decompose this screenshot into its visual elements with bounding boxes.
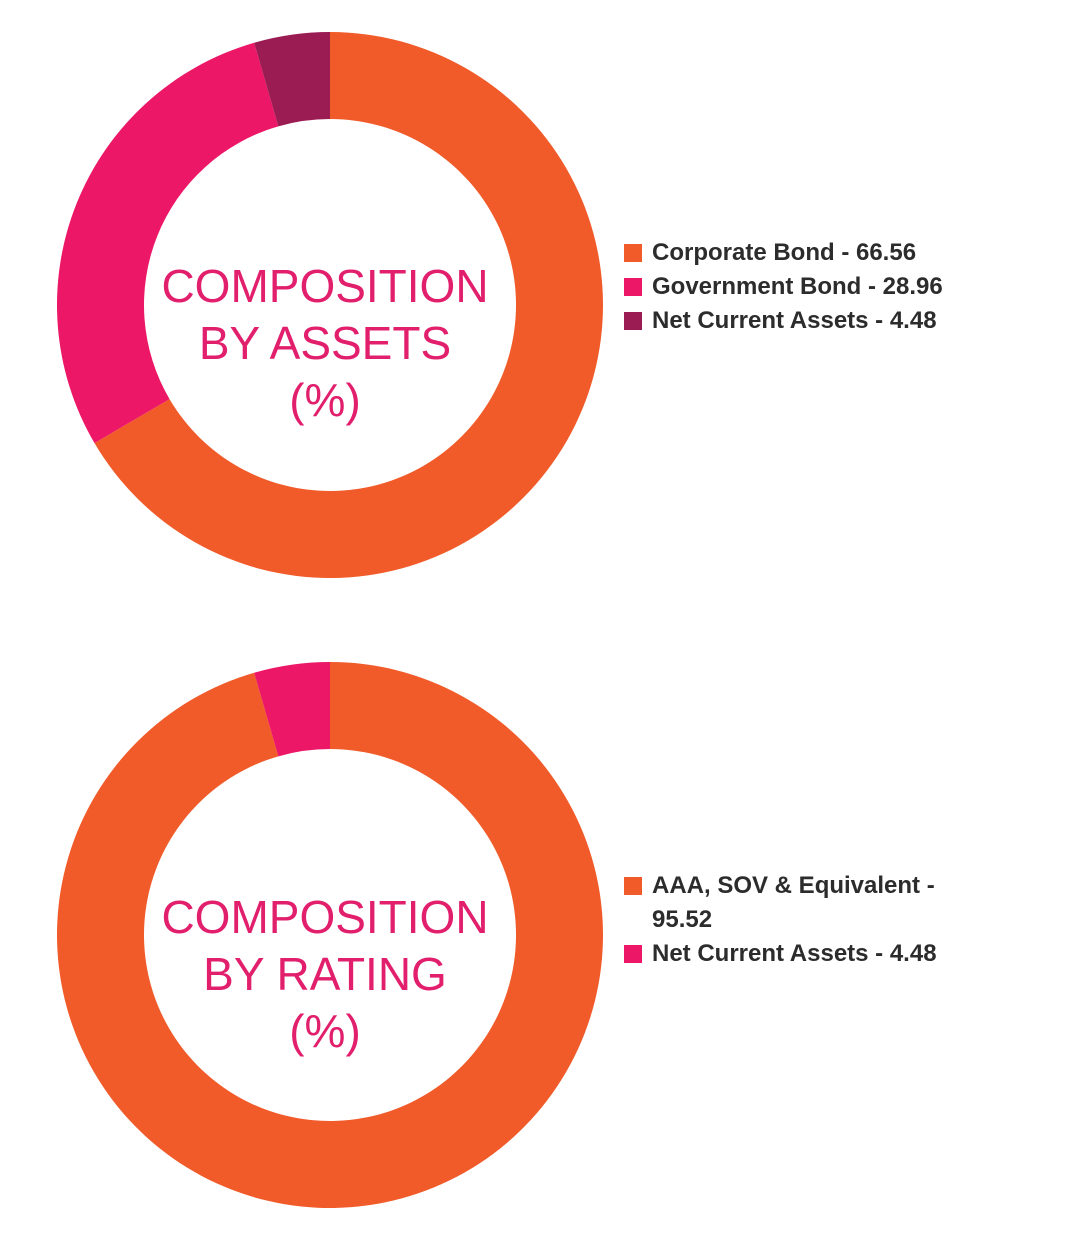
- assets-legend: Corporate Bond - 66.56 Government Bond -…: [622, 236, 982, 338]
- slice-aaa-sov-equivalent: [57, 662, 604, 1208]
- legend-swatch-aaa-sov-equivalent: [624, 877, 642, 895]
- legend-item-aaa-sov-equivalent: AAA, SOV & Equivalent - 95.52: [622, 869, 982, 937]
- composition-by-rating-chart: COMPOSITION BY RATING (%) AAA, SOV & Equ…: [0, 650, 1065, 1210]
- assets-title-line-3: (%): [289, 374, 361, 426]
- legend-swatch-government-bond: [624, 278, 642, 296]
- slice-net-current-assets: [254, 32, 330, 127]
- rating-title-line-2: BY RATING: [203, 948, 447, 1000]
- legend-item-corporate-bond: Corporate Bond - 66.56: [622, 236, 982, 270]
- assets-donut: [56, 32, 604, 578]
- rating-title-line-3: (%): [289, 1005, 361, 1057]
- legend-label-government-bond: Government Bond - 28.96: [652, 273, 943, 300]
- rating-title-line-1: COMPOSITION: [161, 891, 489, 943]
- rating-legend: AAA, SOV & Equivalent - 95.52 Net Curren…: [622, 869, 982, 971]
- legend-swatch-net-current-assets: [624, 312, 642, 330]
- rating-center-title: COMPOSITION BY RATING (%): [145, 889, 505, 1060]
- slice-corporate-bond: [94, 32, 604, 578]
- legend-item-net-current-assets: Net Current Assets - 4.48: [622, 304, 982, 338]
- legend-label-corporate-bond: Corporate Bond - 66.56: [652, 239, 917, 266]
- legend-item-government-bond: Government Bond - 28.96: [622, 270, 982, 304]
- legend-item-net-current-assets-rating: Net Current Assets - 4.48: [622, 937, 982, 971]
- assets-title-line-2: BY ASSETS: [198, 317, 452, 369]
- legend-swatch-corporate-bond: [624, 244, 642, 262]
- assets-title-line-1: COMPOSITION: [161, 260, 489, 312]
- rating-donut: [57, 662, 604, 1208]
- legend-label-net-current-assets: Net Current Assets - 4.48: [652, 307, 937, 334]
- composition-by-assets-chart: COMPOSITION BY ASSETS (%) Corporate Bond…: [0, 20, 1065, 580]
- assets-center-title: COMPOSITION BY ASSETS (%): [145, 258, 505, 429]
- slice-net-current-assets: [254, 662, 330, 757]
- slice-government-bond: [56, 42, 279, 444]
- legend-label-aaa-sov-equivalent: AAA, SOV & Equivalent - 95.52: [652, 872, 935, 933]
- legend-label-net-current-assets-rating: Net Current Assets - 4.48: [652, 940, 937, 967]
- legend-swatch-net-current-assets-rating: [624, 945, 642, 963]
